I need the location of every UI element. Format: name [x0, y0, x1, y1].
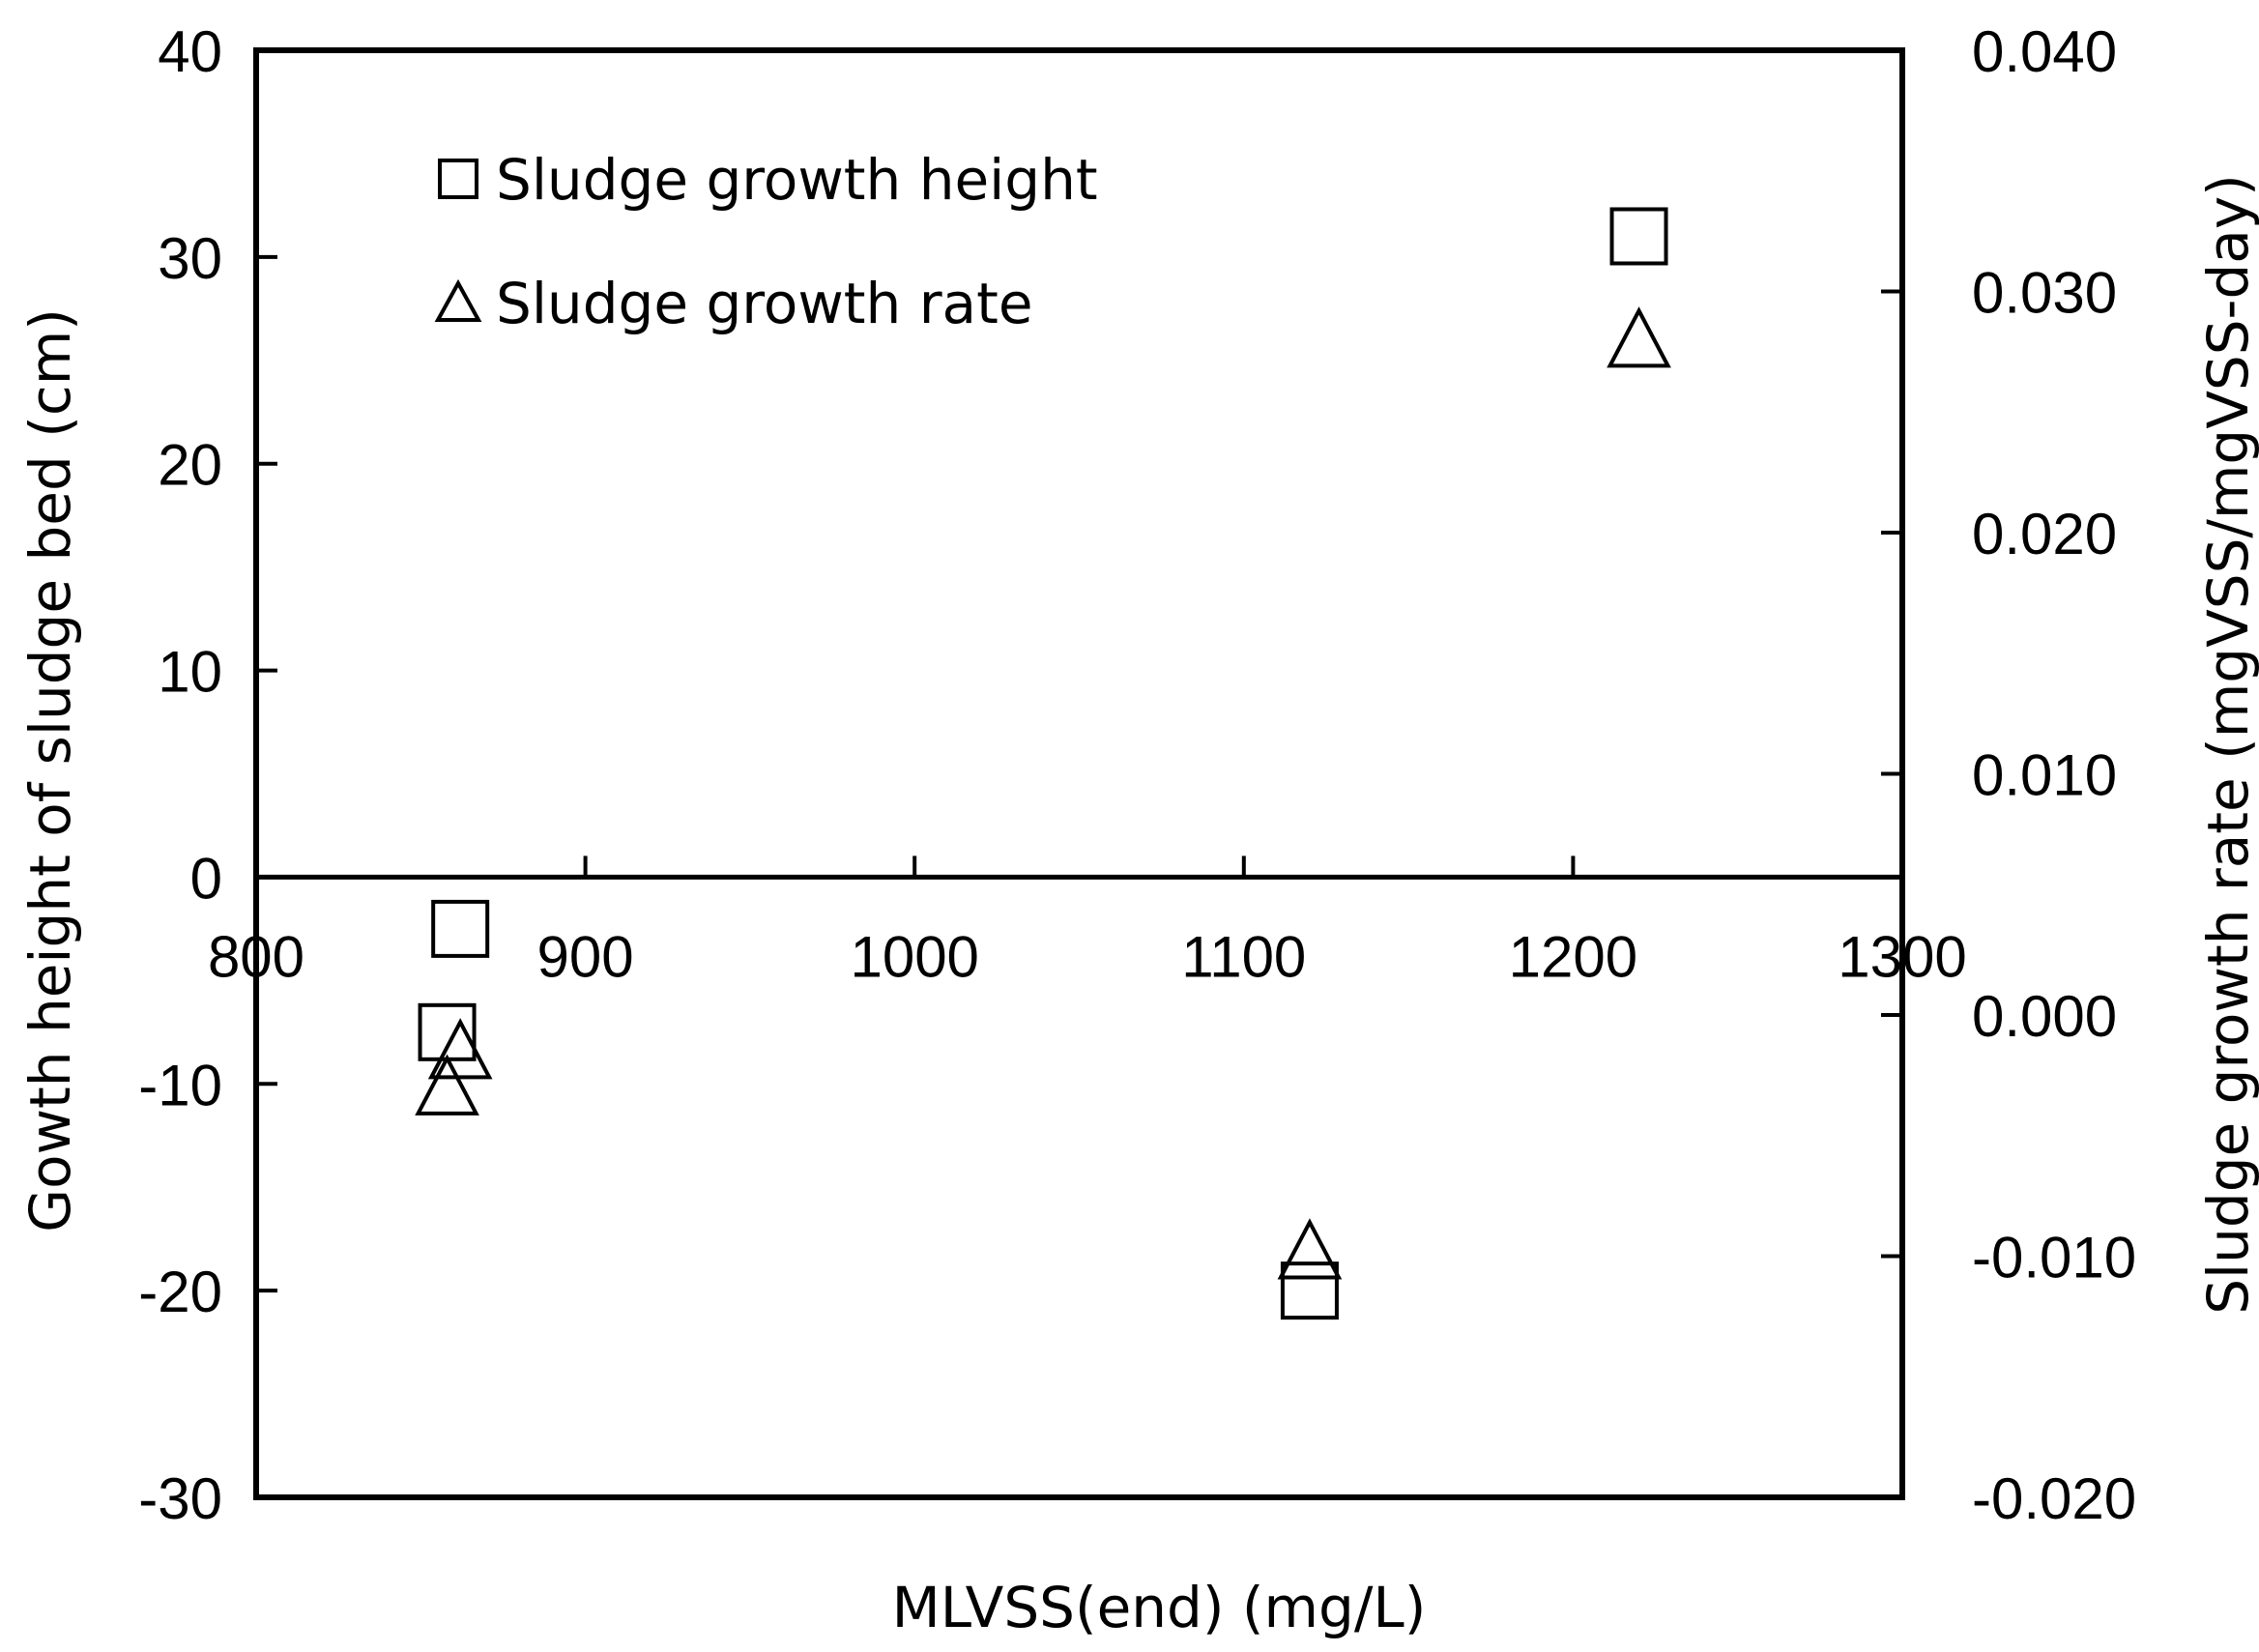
y2-tick-label: 0.040 [1972, 19, 2117, 84]
y2-axis-title: Sludge growth rate (mgVSS/mgVSS-day) [2195, 174, 2259, 1315]
y2-tick-label: -0.010 [1972, 1226, 2136, 1290]
height-point [1609, 207, 1668, 266]
y-tick-label: 10 [158, 640, 222, 705]
legend-label-rate: Sludge growth rate [496, 271, 1033, 336]
legend-square-icon [438, 159, 478, 199]
height-point [431, 899, 490, 958]
plot-frame [253, 47, 1905, 1500]
y-tick-label: -10 [138, 1053, 222, 1117]
y-tick-label: 0 [190, 846, 222, 911]
x-axis-title: MLVSS(end) (mg/L) [892, 1575, 1427, 1640]
x-tick-label: 1100 [1181, 924, 1306, 989]
ticks-layer [256, 254, 1902, 1293]
legend-triangle-icon [434, 278, 482, 322]
y2-tick-label: 0.020 [1972, 502, 2117, 566]
y-tick-label: 30 [158, 226, 222, 291]
legend-label-height: Sludge growth height [496, 147, 1098, 213]
legend: Sludge growth height Sludge growth rate [434, 147, 1098, 336]
y2-tick-labels: -0.020 -0.010 0.000 0.010 0.020 0.030 0.040 [1972, 19, 2136, 1531]
points-layer [415, 207, 1671, 1320]
y2-tick-label: 0.010 [1972, 743, 2117, 808]
y-tick-labels: -30 -20 -10 0 10 20 30 40 [138, 19, 222, 1531]
y-axis-title: Gowth height of sludge bed (cm) [17, 308, 83, 1232]
y-tick-label: -30 [138, 1466, 222, 1531]
y2-tick-label: 0.030 [1972, 261, 2117, 326]
x-tick-label: 1200 [1509, 924, 1637, 989]
x-tick-label: 800 [208, 924, 304, 989]
y-tick-label: 40 [158, 19, 222, 84]
y-tick-label: -20 [138, 1260, 222, 1324]
y-tick-label: 20 [158, 433, 222, 498]
rate-point [415, 1054, 479, 1116]
rate-point [1277, 1218, 1343, 1280]
x-tick-label: 1300 [1838, 924, 1966, 989]
rate-point [1607, 306, 1671, 368]
x-tick-labels: 800 900 1000 1100 1200 1300 [208, 924, 1967, 989]
height-point [1280, 1261, 1339, 1320]
y2-tick-label: 0.000 [1972, 984, 2117, 1049]
x-tick-label: 1000 [850, 924, 978, 989]
rate-point [427, 1018, 493, 1080]
x-tick-label: 900 [537, 924, 634, 989]
y2-tick-label: -0.020 [1972, 1466, 2136, 1531]
